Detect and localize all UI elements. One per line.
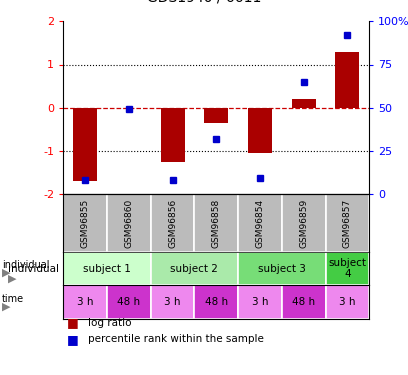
Text: time: time (2, 294, 24, 304)
Bar (238, 194, 282, 252)
Text: 3 h: 3 h (339, 297, 356, 307)
Bar (238, 285, 282, 319)
Text: GSM96854: GSM96854 (255, 198, 264, 248)
Text: ▶: ▶ (8, 274, 17, 284)
Bar (335, 52, 359, 108)
Bar (282, 194, 326, 252)
Text: GSM96856: GSM96856 (168, 198, 177, 248)
Text: ▶: ▶ (2, 302, 11, 311)
Text: ▶: ▶ (2, 268, 11, 278)
Text: GSM96858: GSM96858 (212, 198, 221, 248)
Bar (282, 285, 326, 319)
Bar (63, 194, 107, 252)
Text: subject 3: subject 3 (258, 264, 306, 273)
Bar (160, 108, 184, 162)
Bar (73, 108, 97, 181)
Bar (107, 285, 151, 319)
Bar (194, 194, 238, 252)
Text: ■: ■ (67, 316, 79, 329)
Bar (238, 252, 326, 285)
Text: subject 2: subject 2 (171, 264, 218, 273)
Text: 3 h: 3 h (164, 297, 181, 307)
Bar (248, 108, 272, 153)
Bar (151, 194, 194, 252)
Text: 48 h: 48 h (292, 297, 315, 307)
Text: GSM96857: GSM96857 (343, 198, 352, 248)
Bar (151, 252, 238, 285)
Text: individual: individual (2, 260, 49, 270)
Bar (107, 194, 151, 252)
Text: 48 h: 48 h (117, 297, 140, 307)
Bar (326, 252, 369, 285)
Bar (151, 285, 194, 319)
Text: GDS1940 / 6611: GDS1940 / 6611 (147, 0, 261, 4)
Bar (326, 194, 369, 252)
Text: log ratio: log ratio (88, 318, 131, 327)
Text: GSM96859: GSM96859 (299, 198, 308, 248)
Bar (326, 285, 369, 319)
Text: 48 h: 48 h (205, 297, 228, 307)
Text: 3 h: 3 h (77, 297, 93, 307)
Text: 3 h: 3 h (252, 297, 268, 307)
Text: GSM96855: GSM96855 (81, 198, 90, 248)
Text: individual: individual (8, 264, 59, 273)
Bar (204, 108, 228, 123)
Bar (292, 99, 316, 108)
Bar (63, 285, 107, 319)
Text: subject
4: subject 4 (328, 258, 366, 279)
Text: subject 1: subject 1 (83, 264, 131, 273)
Text: GSM96860: GSM96860 (124, 198, 133, 248)
Bar (194, 285, 238, 319)
Text: percentile rank within the sample: percentile rank within the sample (88, 334, 264, 344)
Text: ■: ■ (67, 333, 79, 346)
Bar (63, 252, 151, 285)
